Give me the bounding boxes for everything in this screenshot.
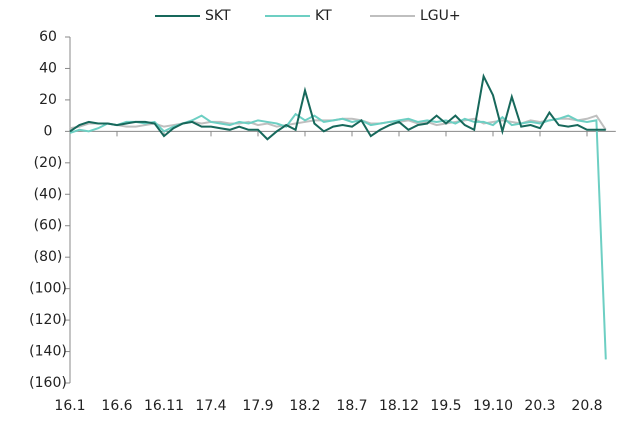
x-tick-label: 17.4 (195, 398, 226, 414)
y-tick-label: (60) (34, 218, 63, 234)
series-line (69, 112, 607, 360)
y-tick-label: (100) (29, 281, 67, 297)
x-tick-label: 16.6 (101, 398, 132, 414)
legend-label: SKT (205, 8, 231, 24)
x-tick-label: 18.2 (289, 398, 320, 414)
legend-label: LGU+ (420, 8, 461, 24)
x-tick-label: 20.3 (524, 398, 555, 414)
y-tick-label: (40) (34, 186, 63, 202)
y-tick-label: (20) (34, 155, 63, 171)
x-tick-label: 19.10 (473, 398, 513, 414)
x-tick-label: 18.7 (336, 398, 367, 414)
y-tick-label: (120) (29, 312, 67, 328)
legend-label: KT (315, 8, 332, 24)
x-tick-label: 20.8 (571, 398, 602, 414)
y-tick-label: (140) (29, 344, 67, 360)
x-tick-label: 16.1 (54, 398, 85, 414)
x-tick-label: 19.5 (430, 398, 461, 414)
x-tick-label: 17.9 (242, 398, 273, 414)
y-tick-label: (80) (34, 249, 63, 265)
y-tick-label: 20 (39, 92, 57, 108)
y-tick-label: 40 (39, 60, 57, 76)
y-tick-label: 0 (44, 123, 53, 139)
y-tick-label: 60 (39, 29, 57, 45)
series-line (69, 73, 606, 141)
y-tick-label: (160) (29, 375, 67, 391)
x-tick-label: 18.12 (379, 398, 419, 414)
x-tick-label: 16.11 (144, 398, 184, 414)
